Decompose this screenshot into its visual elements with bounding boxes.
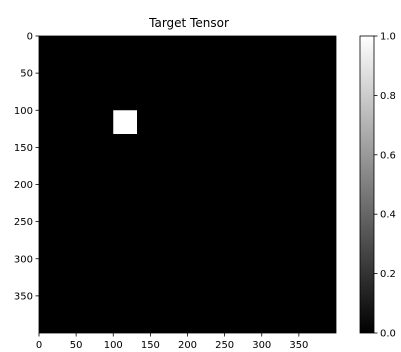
y-tick-label: 100 <box>14 106 33 117</box>
colorbar-tick-label: 0.2 <box>380 269 396 280</box>
x-tick-label: 100 <box>104 340 123 351</box>
y-axis: 0 50 100 150 200 250 300 350 <box>14 32 39 302</box>
y-tick-label: 250 <box>14 217 33 228</box>
y-tick-label: 150 <box>14 143 33 154</box>
colorbar-tick-label: 0.8 <box>380 91 396 102</box>
colorbar-gradient <box>359 35 375 334</box>
y-tick-label: 350 <box>14 291 33 302</box>
y-tick-label: 50 <box>20 69 33 80</box>
heatmap-background <box>39 36 336 333</box>
y-tick-label: 300 <box>14 254 33 265</box>
highlight-region <box>113 110 138 135</box>
x-axis: 0 50 100 150 200 250 300 350 <box>36 333 308 351</box>
x-tick-label: 50 <box>70 340 83 351</box>
colorbar-ticks: 0.0 0.2 0.4 0.6 0.8 1.0 <box>374 32 396 340</box>
y-tick-label: 0 <box>27 32 33 43</box>
x-tick-label: 0 <box>36 340 42 351</box>
plot-area <box>38 35 337 334</box>
colorbar-tick-label: 1.0 <box>380 32 396 43</box>
colorbar-tick-label: 0.6 <box>380 150 396 161</box>
colorbar-tick-label: 0.4 <box>380 210 396 221</box>
y-tick-label: 200 <box>14 180 33 191</box>
colorbar-tick-label: 0.0 <box>380 329 396 340</box>
colorbar: 0.0 0.2 0.4 0.6 0.8 1.0 <box>359 32 396 340</box>
x-tick-label: 200 <box>178 340 197 351</box>
x-tick-label: 300 <box>252 340 271 351</box>
chart-title: Target Tensor <box>148 16 229 30</box>
x-tick-label: 150 <box>141 340 160 351</box>
x-tick-label: 350 <box>289 340 308 351</box>
x-tick-label: 250 <box>215 340 234 351</box>
highlight-regions <box>113 110 138 135</box>
